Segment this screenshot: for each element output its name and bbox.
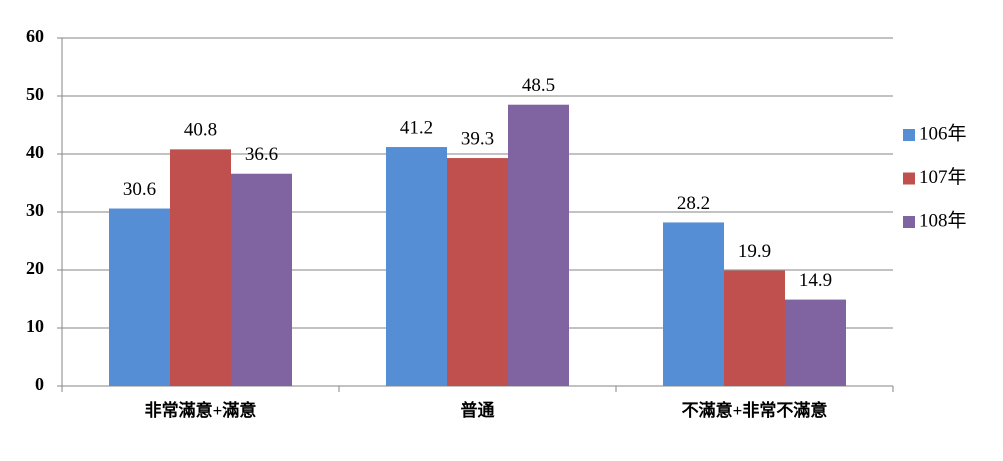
value-label: 41.2 [400,117,433,138]
x-tick-label: 不滿意+非常不滿意 [682,400,828,420]
value-label: 19.9 [738,241,771,262]
y-tick-label: 10 [26,316,44,336]
y-tick-label: 30 [26,200,44,220]
x-tick-label: 普通 [461,400,495,420]
y-tick-label: 60 [26,26,44,46]
bar [447,158,508,386]
bar [170,149,231,386]
legend-swatch [903,129,915,141]
bar [231,173,292,386]
value-label: 48.5 [522,75,555,96]
legend-label: 108年 [919,209,967,231]
legend-label: 106年 [919,122,967,144]
value-label: 14.9 [799,270,832,291]
bar [663,222,724,386]
bar [508,104,569,386]
bar [386,147,447,386]
bar [724,270,785,386]
value-label: 39.3 [461,128,494,149]
bar [785,299,846,386]
bar [109,208,170,386]
y-tick-label: 50 [26,84,44,104]
y-tick-label: 20 [26,258,44,278]
value-label: 36.6 [245,144,278,165]
y-tick-label: 40 [26,142,44,162]
y-tick-label: 0 [35,374,44,394]
legend-label: 107年 [919,166,967,188]
value-label: 40.8 [184,120,217,141]
legend-swatch [903,216,915,228]
value-label: 30.6 [123,179,156,200]
value-label: 28.2 [677,193,710,214]
x-tick-label: 非常滿意+滿意 [145,400,257,420]
legend-swatch [903,172,915,185]
